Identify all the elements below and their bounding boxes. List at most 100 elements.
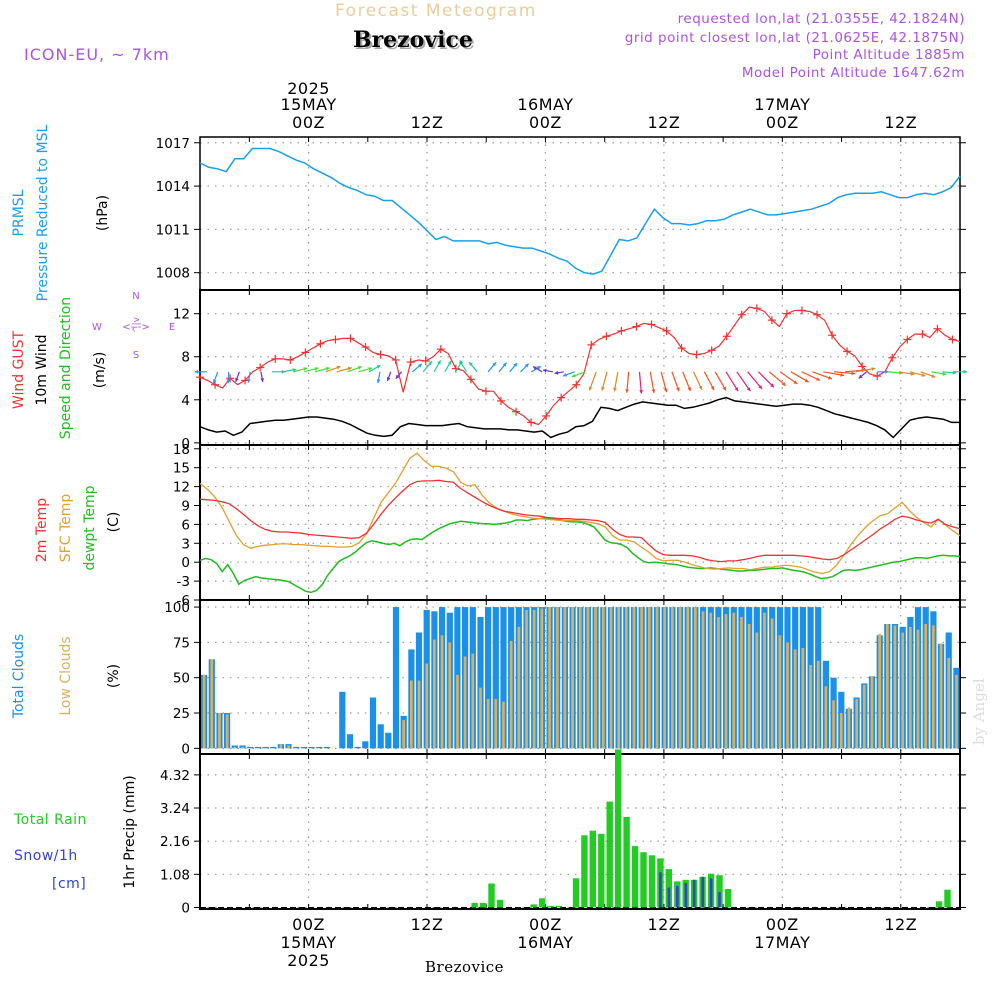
gust-marker [226,374,235,383]
wind-arrow [422,361,433,373]
wind-arrow [194,369,207,374]
low-cloud-bar [601,607,605,749]
prmsl-label: PRMSL [11,189,27,236]
wind-arrow [858,371,867,379]
y-tick-label: -3 [177,574,190,590]
wind-arrow [931,371,947,376]
y-tick-label: 2.16 [160,834,190,850]
rain-bar [589,830,596,908]
wind-arrow [920,371,936,378]
gust-marker [211,380,220,389]
gust-marker [542,411,551,420]
bottom-axis-date: 15MAY [281,933,337,952]
rain-bar [539,898,546,908]
low-cloud-bar [747,624,751,749]
rain-bar [598,833,605,908]
wind-arrow [834,371,856,376]
wind-arrow [747,371,763,390]
low-cloud-bar [233,746,237,749]
y-tick-label: 4 [181,393,190,409]
wind-arrow [588,371,597,391]
dewpt-label: dewpt Temp [82,485,98,570]
low-cloud-bar [786,642,789,749]
low-cloud-bar [663,607,666,749]
low-cloud-bar [816,660,820,749]
total-cloud-bar [500,607,507,749]
rain-bar [496,899,504,908]
total-cloud-bar [492,607,499,749]
temperature-panel: -6 -3 0 3 6 9 12 15 18 [173,442,966,609]
gust-marker [662,326,671,335]
total-cloud-bar [377,724,384,749]
y-tick-label: 9 [181,498,190,514]
y-tick-label: 4.32 [160,768,190,784]
gust-marker [813,310,822,319]
bottom-axis-hour: 12Z [411,915,444,934]
low-cloud-bar [870,676,874,749]
compass-s: S [133,350,139,361]
wind-arrow [395,371,403,380]
gust-marker [602,332,611,341]
cloud-panel: 0 25 50 75 100 [164,599,966,757]
low-cloud-bar [540,608,544,749]
low-cloud-bar [417,680,421,749]
low-cloud-bar [640,607,643,749]
gust-marker [466,375,475,384]
wind-arrow [532,365,543,373]
y-tick-label: 3.24 [160,801,190,817]
gust-marker [647,320,656,329]
direction-label: Speed and Direction [58,297,74,439]
gust-marker [572,380,581,389]
low-cloud-bar [671,607,674,749]
low-cloud-bar [486,698,490,749]
snow-bar [709,878,713,908]
top-axis-hour: 12Z [647,113,680,132]
rain-bar [471,902,478,908]
low-cloud-bar [947,657,951,749]
gust-marker [918,330,927,339]
low-cloud-bar [471,653,475,749]
bottom-axis-hour: 00Z [292,915,325,934]
low-cloud-bar [509,641,513,749]
gust-marker [722,332,731,341]
snow-bar [659,872,662,908]
gust-marker [752,304,761,313]
low-cloud-bar [732,612,736,749]
y-tick-label: 1.08 [160,867,190,883]
low-cloud-bar [502,701,505,749]
wind-arrow [411,363,423,373]
wind-arrow [801,371,821,381]
total-cloud-bar [339,691,346,749]
low-cloud-bar [625,607,628,749]
wind-arrow [660,371,668,393]
gust-marker [481,387,490,396]
wind-arrow [304,367,319,373]
bottom-axis-year: 2025 [287,951,330,970]
wind-arrow [542,368,554,373]
wind-arrow [693,371,703,391]
low-cloud-bar [824,686,828,749]
total-cloud-bar [354,746,361,749]
rain-bar [479,902,487,908]
temp2m-line [199,479,961,563]
total-cloud-bar [254,746,261,749]
low-cloud-bar [440,635,444,749]
low-cloud-bar [586,607,590,749]
low-cloud-bar [448,642,452,749]
y-tick-label: 18 [173,442,190,458]
low-cloud-label: Low Clouds [58,636,74,715]
precip-panel: 0 1.08 2.16 3.24 4.32 [160,749,966,916]
bottom-axis-hour: 00Z [766,915,799,934]
low-cloud-bar [740,617,743,749]
low-cloud-bar [218,713,221,749]
gust-marker [933,324,942,333]
wind-arrow [812,371,833,380]
low-cloud-bar [479,687,482,749]
temp-unit: (C) [106,512,122,533]
wind-arrow [293,367,308,373]
gust-marker [436,345,445,354]
rain-bar [572,878,580,908]
total-cloud-bar [247,746,254,749]
gust-marker [843,347,852,356]
